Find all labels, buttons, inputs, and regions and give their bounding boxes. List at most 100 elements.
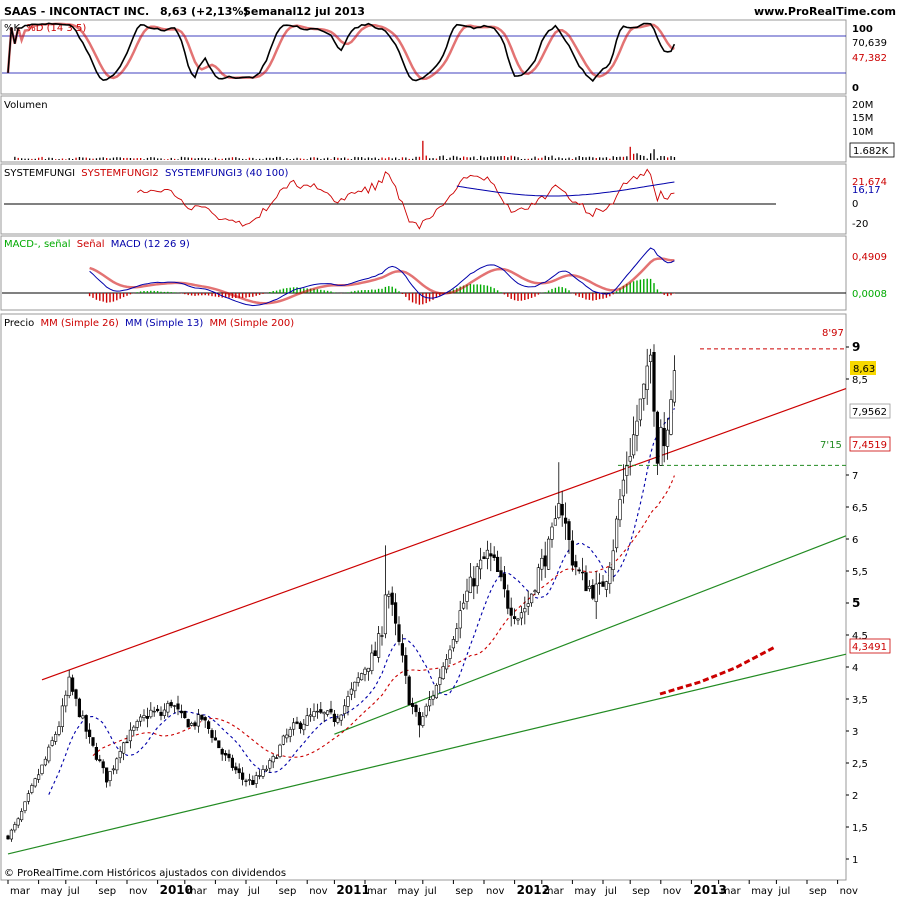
candle-body xyxy=(234,766,238,771)
volume-bar xyxy=(395,157,397,160)
candle-body xyxy=(669,399,673,435)
candle-body xyxy=(142,715,146,719)
price-tick-label: 2 xyxy=(852,791,858,802)
candle-body xyxy=(274,757,279,759)
volume-bar xyxy=(259,158,261,160)
macd-histogram-bar xyxy=(99,293,101,301)
macd-histogram-bar xyxy=(255,293,257,296)
macd-value-red: 0,4909 xyxy=(852,252,887,263)
macd-histogram-bar xyxy=(374,289,376,293)
macd-histogram-bar xyxy=(401,293,404,294)
macd-histogram-bar xyxy=(326,290,329,293)
candle-body xyxy=(173,705,177,707)
macd-histogram-bar xyxy=(221,293,223,298)
volume-bar xyxy=(55,159,57,160)
volume-bar xyxy=(398,159,400,160)
macd-histogram-bar xyxy=(156,291,159,293)
macd-histogram-bar xyxy=(575,293,577,296)
candle-body xyxy=(427,699,432,707)
volume-bar xyxy=(313,157,315,160)
macd-histogram-bar xyxy=(228,293,230,298)
candle-body xyxy=(278,744,282,757)
candle-body xyxy=(101,761,105,769)
candle-body xyxy=(298,722,303,729)
candle-body xyxy=(257,775,262,777)
upper-channel-line xyxy=(41,388,847,681)
systemfungi-label-3: SYSTEMFUNGI3 (40 100) xyxy=(165,168,289,179)
volume-bar xyxy=(565,158,567,160)
candle-body xyxy=(244,780,248,782)
macd-histogram-bar xyxy=(194,293,196,296)
macd-histogram-bar xyxy=(636,280,638,293)
macd-value-green: 0,0008 xyxy=(852,289,887,300)
macd-histogram-bar xyxy=(418,293,421,305)
candle-body xyxy=(312,711,316,717)
candle-body xyxy=(652,351,656,412)
candle-body xyxy=(179,710,184,714)
candle-body xyxy=(356,677,360,683)
volume-bar xyxy=(276,156,278,160)
volume-bar xyxy=(167,159,169,160)
panel-frames xyxy=(0,19,847,881)
stoch-axis: 100 0 70,639 47,382 xyxy=(852,24,887,94)
macd-histogram-bar xyxy=(649,278,652,293)
volume-bar xyxy=(622,156,625,160)
candle-body xyxy=(169,702,173,707)
macd-histogram-bar xyxy=(371,289,373,293)
mm200-label: MM (Simple 200) xyxy=(209,318,294,329)
price-tick-label: 3,5 xyxy=(852,695,868,706)
candle-body xyxy=(468,576,473,593)
volume-bar xyxy=(418,156,421,160)
candle-body xyxy=(108,771,112,782)
candle-body xyxy=(16,818,20,826)
systemfungi-red-line xyxy=(136,168,675,230)
macd-histogram-bar xyxy=(520,293,523,301)
candle-body xyxy=(220,748,224,755)
volume-bar xyxy=(82,157,84,160)
volume-bar xyxy=(456,156,458,160)
volume-bar xyxy=(381,157,383,160)
volume-bar xyxy=(289,159,291,160)
volume-bar xyxy=(78,157,81,160)
volume-bar xyxy=(578,156,580,160)
time-tick-label: nov xyxy=(129,886,147,897)
candle-body xyxy=(193,722,197,727)
macd-histogram-bar xyxy=(262,293,264,294)
candle-body xyxy=(268,760,272,769)
macd-histogram-bar xyxy=(585,293,587,300)
candle-body xyxy=(322,712,326,715)
macd-histogram-bar xyxy=(469,284,472,293)
last-price-badge xyxy=(850,361,876,375)
macd-histogram-bar xyxy=(187,293,189,296)
candle-body xyxy=(237,768,241,774)
volume-bar xyxy=(558,157,560,160)
volume-bar xyxy=(575,157,577,160)
candle-body xyxy=(611,550,615,570)
candle-body xyxy=(587,585,591,589)
price-tick-label: 1,5 xyxy=(852,823,868,834)
volume-bar xyxy=(34,158,36,160)
time-tick-label: 2010 xyxy=(160,883,193,897)
price-axis: 9 8,5 7 6,5 6 5,5 5 4,5 4 3,5 3 2,5 2 1,5 1 xyxy=(846,340,868,866)
volume-bar xyxy=(350,159,353,160)
candle-body xyxy=(506,590,510,609)
volume-bar xyxy=(330,159,332,160)
candle-body xyxy=(526,603,530,607)
macd-histogram-bar xyxy=(432,293,434,300)
chart-header: SAAS - INCONTACT INC. 8,63 (+2,13%) Sema… xyxy=(4,5,896,18)
volume-bar xyxy=(476,159,478,160)
volume-bar xyxy=(544,155,546,160)
volume-bar xyxy=(286,158,288,160)
candle-body xyxy=(635,420,639,436)
mm200-value: 4,3491 xyxy=(852,642,887,653)
site-link[interactable]: www.ProRealTime.com xyxy=(754,5,896,18)
volume-bar xyxy=(187,157,189,160)
last-price-value: 8,63 xyxy=(853,364,875,375)
candle-body xyxy=(227,753,231,759)
volume-bar xyxy=(609,158,611,160)
volume-bar xyxy=(337,157,339,160)
stoch-tick-0: 0 xyxy=(852,83,859,94)
volume-bar xyxy=(391,158,393,160)
volume-bar xyxy=(401,157,404,160)
